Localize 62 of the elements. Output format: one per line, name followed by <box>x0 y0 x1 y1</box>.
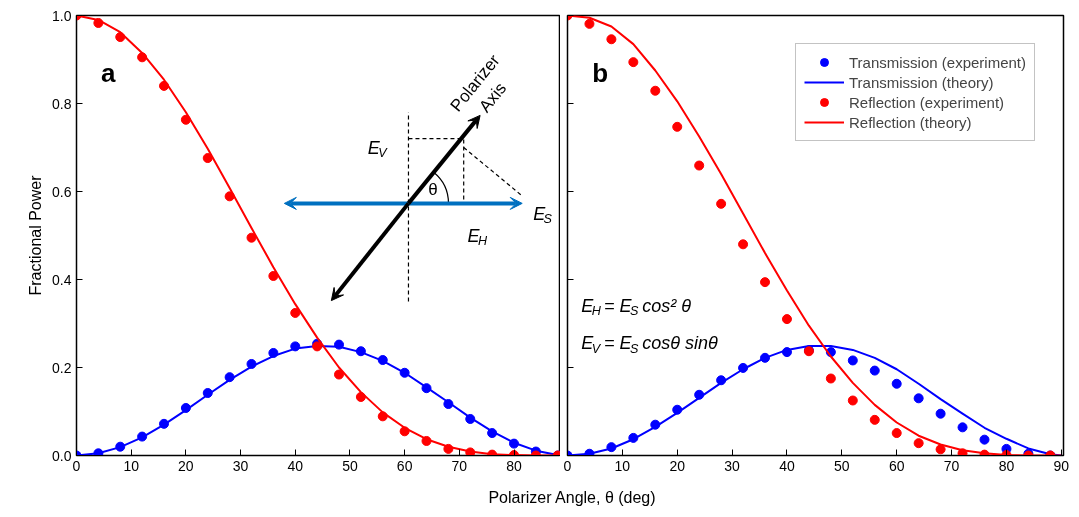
x-tick-label: 80 <box>998 457 1015 474</box>
legend-label: Reflection (theory) <box>849 113 972 131</box>
x-tick-label: 10 <box>614 457 631 474</box>
point <box>847 395 858 406</box>
x-tick-label: 0 <box>72 457 81 474</box>
point <box>760 277 771 288</box>
point <box>891 428 902 439</box>
point <box>606 34 617 45</box>
point <box>268 270 279 281</box>
y-tick-label: 1.0 <box>52 7 72 24</box>
point <box>672 121 683 132</box>
point <box>202 153 213 164</box>
x-tick-label: 50 <box>342 457 358 474</box>
point <box>738 239 749 250</box>
y-tick-label: 0.8 <box>52 95 72 112</box>
x-tick-label: 40 <box>779 457 795 474</box>
x-axis-title: Polarizer Angle, θ (deg) <box>488 488 656 508</box>
y-tick-label: 0.0 <box>52 447 72 464</box>
x-tick-label: 0 <box>563 457 572 474</box>
x-tick-label: 60 <box>888 457 905 474</box>
point <box>935 444 946 455</box>
x-tick-label: 10 <box>123 457 140 474</box>
x-tick-label: 70 <box>451 457 468 474</box>
legend-label: Transmission (experiment) <box>849 53 1026 71</box>
x-tick-label: 30 <box>724 457 741 474</box>
point <box>694 160 705 171</box>
point <box>869 414 880 425</box>
annotation: θ <box>428 179 438 199</box>
point <box>957 422 968 433</box>
point <box>716 198 727 209</box>
x-tick-label: 20 <box>178 457 194 474</box>
point <box>246 232 257 243</box>
point <box>584 18 595 29</box>
point <box>334 369 345 380</box>
point <box>290 307 301 318</box>
y-tick-label: 0.4 <box>52 271 72 288</box>
y-tick-label: 0.6 <box>52 183 72 200</box>
annotation: b <box>592 57 609 88</box>
point <box>935 408 946 419</box>
x-tick-label: 30 <box>232 457 249 474</box>
x-tick-label: 40 <box>287 457 304 474</box>
legend-label: Transmission (theory) <box>849 73 994 91</box>
point <box>979 434 990 445</box>
point <box>869 365 880 376</box>
x-tick-label: 50 <box>834 457 850 474</box>
x-tick-label: 60 <box>396 457 413 474</box>
point <box>781 314 792 325</box>
y-axis-title: Fractional Power <box>27 174 45 296</box>
x-tick-label: 20 <box>669 457 686 474</box>
point <box>825 373 836 384</box>
x-tick-label: 70 <box>943 457 960 474</box>
legend-label: Reflection (experiment) <box>849 93 1005 111</box>
x-tick-label: 90 <box>1053 457 1070 474</box>
point <box>628 57 639 68</box>
annotation: a <box>101 57 117 88</box>
x-tick-label: 80 <box>506 457 523 474</box>
point <box>847 355 858 366</box>
point <box>913 393 924 404</box>
point <box>913 438 924 449</box>
point <box>891 378 902 389</box>
point <box>650 85 661 96</box>
y-tick-label: 0.2 <box>52 359 72 376</box>
